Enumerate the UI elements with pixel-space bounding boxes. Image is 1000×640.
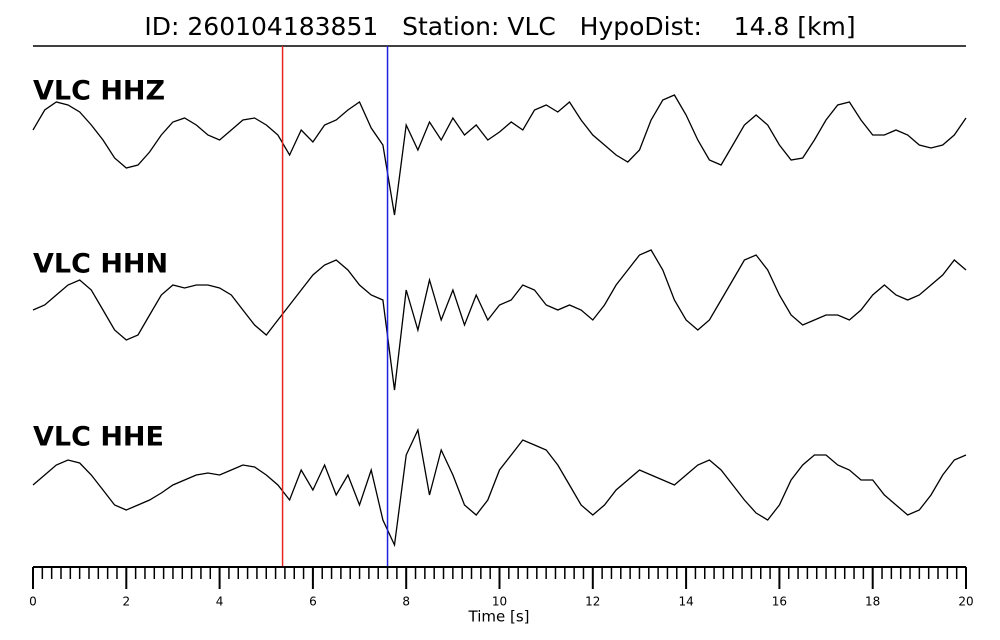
x-tick-label: 12 bbox=[585, 595, 600, 609]
trace-label: VLC HHN bbox=[33, 249, 168, 280]
x-tick-label: 0 bbox=[29, 595, 37, 609]
x-tick-label: 8 bbox=[402, 595, 410, 609]
chart-title: ID: 260104183851 Station: VLC HypoDist: … bbox=[144, 12, 855, 41]
trace-label: VLC HHE bbox=[33, 422, 164, 453]
x-tick-label: 14 bbox=[678, 595, 693, 609]
trace-label: VLC HHZ bbox=[33, 76, 165, 107]
x-tick-label: 6 bbox=[309, 595, 317, 609]
waveform bbox=[32, 427, 967, 548]
x-tick-label: 10 bbox=[492, 595, 507, 609]
x-tick-label: 4 bbox=[216, 595, 224, 609]
x-axis-label: Time [s] bbox=[468, 608, 530, 626]
x-tick-label: 16 bbox=[772, 595, 787, 609]
waveform bbox=[32, 249, 967, 391]
waveform bbox=[32, 94, 967, 216]
x-tick-label: 20 bbox=[958, 595, 973, 609]
x-tick-label: 18 bbox=[865, 595, 880, 609]
x-tick-label: 2 bbox=[122, 595, 130, 609]
